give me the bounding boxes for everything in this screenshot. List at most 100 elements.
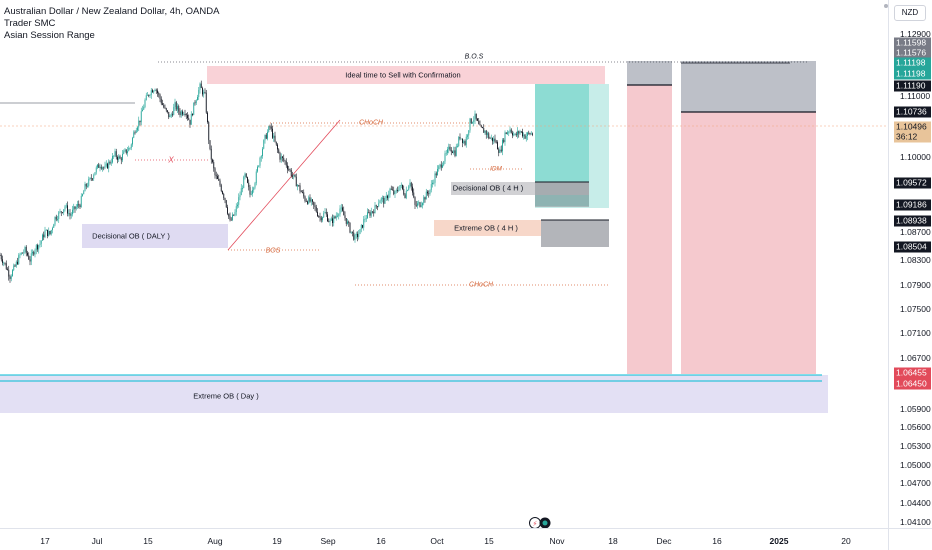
candle-body	[352, 231, 353, 233]
candle-body	[190, 113, 192, 125]
candle-body	[170, 114, 172, 116]
candle-body	[458, 136, 460, 146]
candle-body	[313, 201, 315, 206]
candle-body	[267, 131, 268, 139]
candle-body	[308, 197, 310, 204]
candle-body	[409, 182, 411, 187]
candle-body	[43, 234, 45, 238]
candle-body	[410, 182, 412, 187]
candle-body	[59, 211, 61, 213]
candle-body	[322, 217, 323, 221]
candle-body	[53, 224, 55, 228]
candle-body	[167, 110, 168, 112]
candle-body	[217, 176, 218, 179]
price-axis[interactable]: 1.12900 1.11000 1.10000 1.08700 1.08300 1.079…	[888, 0, 932, 528]
candle-body	[515, 133, 517, 136]
candle-body	[8, 269, 10, 277]
short-stop-zone-1	[627, 85, 672, 374]
candle-body	[519, 131, 521, 134]
candle-body	[528, 132, 530, 134]
chart-plot-area[interactable]: B.O.S Ideal time to Sell with Confirmati…	[0, 0, 888, 528]
candle-body	[47, 229, 48, 237]
candle-body	[37, 245, 38, 250]
candle-body	[440, 164, 442, 168]
candle-body	[144, 99, 146, 108]
more-options-icon[interactable]	[884, 4, 888, 8]
candle-body	[393, 189, 395, 195]
symbol-title[interactable]: Australian Dollar / New Zealand Dollar, …	[4, 6, 220, 17]
candle-body	[488, 133, 490, 139]
candle-body	[257, 166, 258, 172]
candle-body	[73, 206, 75, 210]
candle-body	[405, 190, 407, 198]
candle-body	[369, 212, 371, 216]
time-tick-label: 15	[484, 536, 494, 546]
candle-body	[297, 185, 298, 187]
candle-body	[49, 231, 51, 235]
candle-body	[414, 197, 416, 205]
candle-body	[165, 108, 167, 111]
candle-body	[423, 197, 425, 204]
time-axis[interactable]: 17 Jul 15 Aug 19 Sep 16 Oct 15 Nov 18 Dec 16 2025 20	[0, 528, 888, 550]
candle-body	[94, 172, 96, 176]
candle-body	[430, 184, 432, 190]
candle-body	[465, 136, 467, 145]
candle-body	[99, 166, 101, 168]
candle-body	[417, 203, 418, 206]
candle-body	[522, 131, 523, 137]
decisional-4h-label: Decisional OB ( 4 H )	[452, 183, 524, 193]
candle-body	[328, 221, 330, 223]
chart-svg[interactable]	[0, 0, 888, 528]
candle-body	[507, 132, 508, 134]
candle-body	[315, 207, 317, 212]
indicator-trader-smc[interactable]: Trader SMC	[4, 18, 56, 29]
candle-body	[95, 167, 97, 173]
candle-body	[20, 252, 22, 255]
candle-body	[40, 240, 42, 244]
candle-body	[338, 214, 340, 216]
indicator-asian-session[interactable]: Asian Session Range	[4, 30, 95, 41]
candle-body	[64, 206, 66, 210]
candle-body	[508, 131, 510, 133]
candle-body	[17, 261, 18, 265]
candle-body	[372, 211, 373, 213]
candle-body	[45, 229, 47, 231]
candle-body	[153, 90, 155, 93]
candle-body	[163, 104, 165, 108]
time-tick-label: Sep	[320, 536, 336, 546]
tradingview-logo-icon[interactable]: ⚡	[528, 516, 552, 528]
candle-body	[520, 131, 522, 133]
time-tick-label: 18	[608, 536, 618, 546]
candle-body	[339, 208, 341, 215]
candle-body	[365, 218, 367, 220]
candle-body	[30, 253, 32, 262]
candle-body	[28, 255, 30, 260]
candle-body	[382, 197, 383, 199]
bos-top-label: B.O.S	[464, 53, 484, 61]
candle-body	[180, 111, 182, 116]
candle-body	[434, 173, 436, 183]
candle-body	[314, 205, 316, 208]
candle-body	[224, 198, 226, 201]
candle-body	[249, 187, 251, 195]
candle-body	[360, 224, 362, 230]
candle-body	[529, 133, 531, 135]
candle-body	[48, 231, 50, 237]
candle-body	[244, 173, 246, 177]
time-tick-label: 15	[143, 536, 153, 546]
candle-body	[448, 146, 450, 150]
candle-body	[518, 131, 520, 134]
candle-body	[444, 153, 446, 162]
price-level-badge: 1.08504	[894, 241, 931, 253]
currency-button[interactable]: NZD	[894, 5, 926, 21]
candle-body	[9, 276, 11, 279]
candle-body	[208, 122, 210, 141]
candle-body	[384, 197, 386, 204]
price-tick-label: 1.05600	[900, 422, 931, 432]
candle-body	[475, 113, 477, 119]
time-tick-label: Dec	[656, 536, 672, 546]
price-tick-label: 1.12900	[900, 29, 931, 39]
candle-body	[2, 259, 3, 263]
candle-body	[89, 177, 91, 180]
